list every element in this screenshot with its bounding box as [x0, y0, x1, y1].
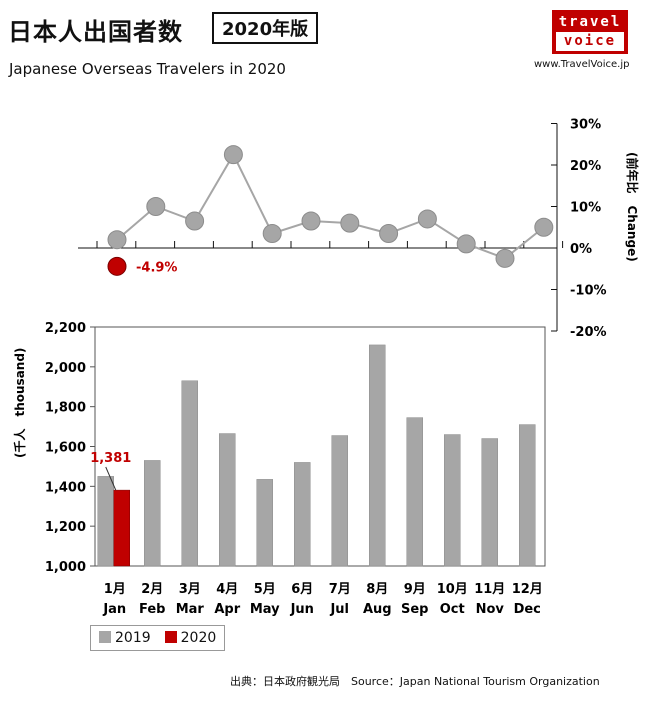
left-axis-tick-label: 2,000 — [45, 361, 86, 376]
x-tick-label-jp: 3月 — [179, 582, 201, 597]
bar-2019 — [144, 460, 161, 567]
x-tick-label-jp: 5月 — [254, 582, 276, 597]
x-tick-label-jp: 12月 — [512, 582, 543, 597]
right-axis-tick-label: 0% — [570, 242, 592, 257]
right-axis-tick-label: 20% — [570, 159, 601, 174]
change-point — [417, 209, 437, 229]
right-axis-tick-label: -10% — [570, 284, 607, 299]
data-label-2020-jan: 1,381 — [90, 451, 131, 466]
legend-label-2020: 2020 — [180, 630, 217, 646]
change-point-2020 — [107, 256, 127, 276]
data-label-leader — [105, 466, 117, 491]
source-note: 出典：日本政府観光局 Source：Japan National Tourism… — [230, 675, 600, 688]
x-tick-label-en: Nov — [476, 602, 505, 617]
x-tick-label-en: Aug — [363, 602, 392, 617]
bar-2019 — [369, 344, 386, 567]
x-tick-label-en: Oct — [440, 602, 465, 617]
left-axis-tick-label: 1,200 — [45, 520, 86, 535]
right-axis-tick-label: -20% — [570, 325, 607, 340]
travelvoice-logo: travel voice — [552, 10, 628, 54]
x-tick-label-en: Apr — [214, 602, 240, 617]
change-point — [223, 145, 243, 165]
chart-title-jp: 日本人出国者数 — [8, 18, 183, 46]
change-point — [534, 217, 554, 237]
chart-title-en: Japanese Overseas Travelers in 2020 — [9, 60, 286, 78]
x-tick-label-en: Jul — [329, 602, 349, 617]
bar-2019 — [294, 462, 311, 567]
legend-label-2019: 2019 — [115, 630, 151, 646]
x-tick-label-jp: 10月 — [437, 582, 468, 597]
change-point — [456, 234, 476, 254]
change-point-2020-label: -4.9% — [136, 260, 177, 275]
site-url: www.TravelVoice.jp — [534, 59, 630, 70]
legend-item-2019: 2019 — [99, 630, 151, 646]
bar-2019 — [406, 417, 423, 567]
plot-frame — [94, 326, 546, 567]
x-tick-label-jp: 9月 — [404, 582, 426, 597]
change-point — [262, 223, 282, 243]
left-axis-tick-label: 1,600 — [45, 441, 86, 456]
logo-line1: travel — [558, 14, 622, 30]
x-tick-label-en: Feb — [139, 602, 165, 617]
x-tick-label-en: May — [250, 602, 280, 617]
x-tick-label-jp: 1月 — [104, 582, 126, 597]
right-axis-tick-label: 10% — [570, 201, 601, 216]
x-tick-label-jp: 7月 — [329, 582, 351, 597]
line-axis-label: (前年比 Change) — [625, 152, 640, 262]
x-tick-label-en: Mar — [176, 602, 205, 617]
x-tick-label-en: Jun — [290, 602, 314, 617]
x-tick-label-en: Jan — [102, 602, 126, 617]
left-axis-tick-label: 1,000 — [45, 560, 86, 575]
left-axis-tick-label: 2,200 — [45, 321, 86, 336]
x-tick-label-jp: 4月 — [216, 582, 238, 597]
bar-2019 — [331, 435, 348, 567]
change-point — [185, 211, 205, 231]
x-tick-label-jp: 2月 — [141, 582, 163, 597]
x-tick-label-en: Dec — [514, 602, 541, 617]
bar-2019 — [519, 424, 536, 567]
change-point — [301, 211, 321, 231]
legend: 2019 2020 — [90, 625, 226, 651]
year-badge: 2020年版 — [212, 12, 319, 44]
legend-item-2020: 2020 — [164, 630, 217, 646]
x-tick-label-en: Sep — [401, 602, 429, 617]
left-axis-tick-label: 1,800 — [45, 401, 86, 416]
change-point — [495, 248, 515, 268]
bar-2019 — [444, 434, 461, 567]
bar-2019 — [219, 433, 236, 567]
bar-2019 — [97, 476, 114, 567]
bar-2019 — [481, 438, 498, 567]
bar-2019 — [256, 479, 273, 567]
bar-axis-label: (千人 thousand) — [12, 348, 27, 458]
bar-2020 — [113, 489, 130, 567]
x-tick-label-jp: 8月 — [366, 582, 388, 597]
legend-swatch-2020 — [164, 631, 177, 643]
change-point — [107, 230, 127, 250]
x-tick-label-jp: 11月 — [474, 582, 505, 597]
legend-swatch-2019 — [99, 631, 111, 643]
logo-line2: voice — [556, 32, 624, 51]
bar-2019 — [181, 380, 198, 567]
x-tick-label-jp: 6月 — [291, 582, 313, 597]
change-point — [340, 213, 360, 233]
right-axis-tick-label: 30% — [570, 118, 601, 133]
left-axis-tick-label: 1,400 — [45, 480, 86, 495]
change-point — [146, 197, 166, 216]
change-point — [379, 223, 399, 243]
